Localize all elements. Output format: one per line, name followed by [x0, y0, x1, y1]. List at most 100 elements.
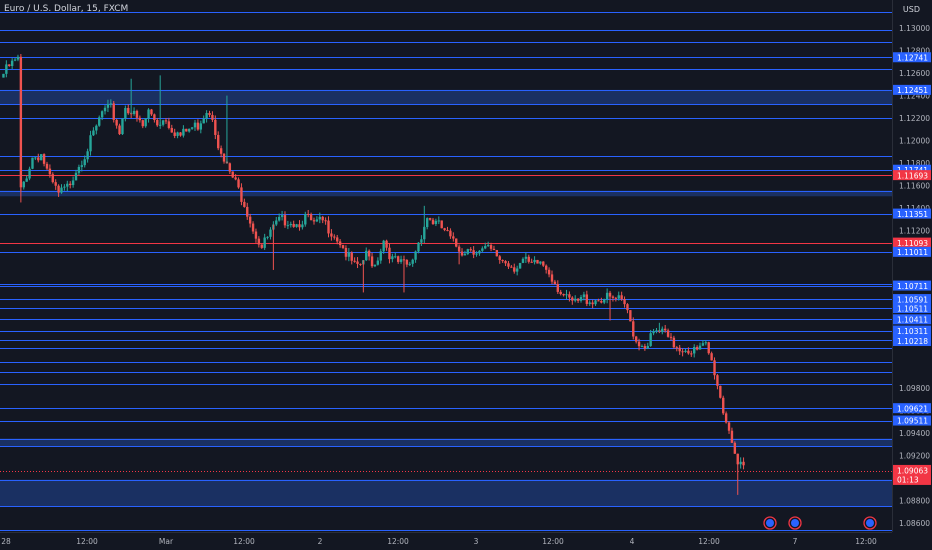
candle-body — [147, 109, 150, 119]
price-label-box — [893, 403, 931, 414]
candle-body — [34, 157, 37, 159]
candle-body — [605, 292, 609, 300]
candle-body — [356, 261, 359, 264]
event-icon-inner — [766, 519, 774, 527]
candle-body — [495, 250, 499, 257]
price-label: 1.11093 — [897, 239, 928, 248]
candle-body — [269, 229, 272, 237]
candle-body — [652, 331, 655, 334]
candle-body — [214, 119, 217, 135]
currency-label: USD — [902, 5, 920, 14]
candle-body — [336, 237, 339, 242]
candle-body — [542, 261, 545, 266]
x-tick-label: 28 — [1, 537, 11, 546]
candle-body — [492, 248, 496, 251]
candle-body — [663, 328, 667, 331]
candle-body — [739, 461, 742, 465]
candle-body — [228, 163, 232, 172]
candle-body — [115, 119, 118, 126]
candle-body — [280, 215, 284, 217]
price-label-box — [893, 415, 931, 426]
candle-body — [266, 236, 269, 238]
price-label: 1.09511 — [897, 417, 928, 426]
candle-body — [10, 60, 14, 67]
candle-body — [324, 220, 327, 222]
price-label: 1.11351 — [897, 210, 928, 219]
candle-body — [484, 245, 487, 249]
candle-body — [452, 236, 455, 239]
candle-body — [620, 295, 623, 300]
candle-body — [591, 302, 594, 305]
candle-body — [547, 269, 551, 275]
candle-body — [411, 259, 414, 264]
candle-body — [153, 114, 156, 121]
candle-body — [86, 151, 89, 160]
candle-body — [690, 353, 693, 355]
candle-body — [719, 385, 722, 398]
candle-body — [330, 233, 333, 237]
candle-body — [585, 294, 589, 304]
candle-body — [338, 241, 342, 246]
candle-body — [370, 256, 374, 267]
shaded-zone — [0, 479, 892, 507]
candle-body — [724, 413, 728, 423]
y-tick-label: 1.08800 — [899, 497, 930, 506]
candle-body — [423, 227, 426, 240]
candle-body — [707, 342, 710, 354]
candle-body — [8, 64, 11, 67]
candle-body — [661, 328, 664, 333]
candle-body — [408, 263, 411, 265]
candle-body — [219, 148, 223, 154]
candle-body — [394, 256, 397, 258]
candle-body — [472, 250, 475, 255]
candle-body — [98, 117, 101, 126]
candle-body — [118, 125, 121, 135]
y-tick-label: 1.11200 — [899, 227, 930, 236]
candle-body — [518, 262, 522, 269]
event-icon[interactable] — [863, 516, 877, 530]
candle-body — [373, 264, 377, 267]
candle-body — [391, 256, 394, 260]
candle-body — [193, 122, 197, 128]
candle-body — [733, 442, 737, 454]
candle-body — [420, 239, 423, 243]
candle-body — [730, 430, 734, 443]
y-tick-label: 1.13000 — [899, 24, 930, 33]
candle-body — [446, 230, 449, 232]
candle-body — [333, 236, 336, 238]
candle-body — [234, 177, 237, 180]
candle-body — [202, 118, 205, 124]
candle-body — [634, 336, 638, 342]
symbol-title: Euro / U.S. Dollar, 15, FXCM — [4, 4, 129, 14]
candle-body — [51, 174, 54, 183]
price-label: 1.12451 — [897, 86, 928, 95]
candle-body — [31, 157, 34, 169]
candle-body — [292, 223, 295, 227]
candle-body — [571, 297, 574, 301]
price-label: 1.10218 — [897, 337, 928, 346]
x-tick-label: 12:00 — [76, 537, 98, 546]
candle-body — [614, 297, 618, 299]
candle-body — [240, 187, 243, 202]
candle-body — [443, 228, 446, 231]
candle-body — [687, 350, 690, 354]
candle-body — [321, 216, 324, 221]
candle-body — [83, 159, 86, 166]
y-tick-label: 1.12000 — [899, 137, 930, 146]
candle-body — [161, 120, 165, 125]
event-icon[interactable] — [763, 516, 777, 530]
candle-body — [434, 220, 438, 225]
event-icon[interactable] — [788, 516, 802, 530]
candle-body — [455, 238, 458, 247]
candle-body — [597, 300, 600, 302]
candle-body — [539, 261, 542, 264]
price-label-box — [893, 325, 931, 336]
candle-body — [629, 310, 632, 322]
x-tick-label: 4 — [630, 537, 635, 546]
shaded-zone — [0, 89, 892, 105]
candle-body — [466, 249, 470, 254]
candle-body — [246, 206, 249, 217]
candle-body — [109, 103, 113, 105]
candle-body — [150, 109, 153, 115]
